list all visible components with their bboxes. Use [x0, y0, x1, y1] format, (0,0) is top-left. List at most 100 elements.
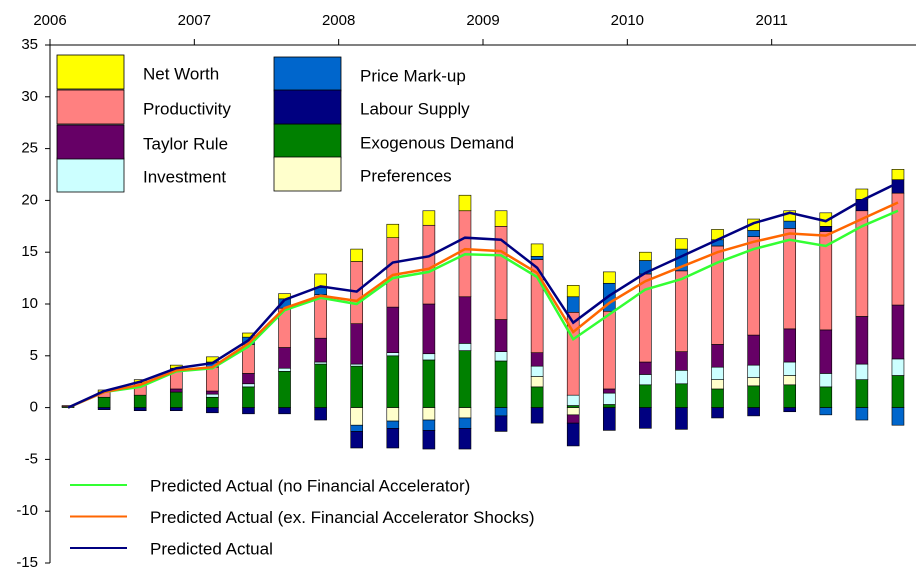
bar-segment — [891, 179, 905, 194]
bar-segment — [314, 294, 327, 339]
bar-segment — [206, 366, 219, 392]
bar-segment — [747, 364, 760, 378]
bar-segment — [711, 366, 724, 380]
bar-segment — [422, 353, 436, 361]
bar-segment — [242, 383, 255, 388]
bar-segment — [242, 373, 255, 385]
bar-segment — [458, 296, 472, 344]
bar-segment — [530, 243, 544, 257]
bar-segment — [494, 360, 508, 408]
bar-segment — [566, 394, 580, 406]
bar-segment — [602, 404, 616, 408]
bar-segment — [422, 359, 436, 408]
bar-segment — [566, 405, 580, 408]
bar-segment — [386, 407, 400, 422]
bar-segment — [566, 422, 580, 447]
legend-label: Preferences — [360, 166, 452, 185]
bar-segment — [97, 396, 111, 408]
bar-segment — [891, 407, 905, 426]
bar-segment — [494, 415, 508, 432]
legend-label: Exogenous Demand — [360, 133, 514, 152]
bar-segment — [458, 407, 472, 419]
y-tick-label: 15 — [21, 243, 38, 260]
bar-segment — [783, 361, 797, 376]
bar-segment — [206, 407, 219, 414]
bar-segment — [386, 306, 400, 353]
bar-segment — [206, 390, 219, 395]
bar-segment — [675, 238, 688, 250]
bar-segment — [711, 407, 724, 419]
line-series — [67, 181, 899, 409]
bar-segment — [350, 431, 364, 449]
x-tick-label: 2009 — [466, 12, 499, 29]
bar-segment — [891, 169, 905, 180]
bar-segment — [819, 386, 833, 408]
bar-segment — [278, 371, 291, 408]
y-tick-label: -10 — [16, 502, 38, 519]
bar-segment — [278, 367, 291, 372]
bar-segment — [422, 419, 436, 431]
legend-swatch — [273, 89, 342, 125]
legend-label: Predicted Actual — [150, 539, 273, 558]
y-tick-label: 10 — [21, 295, 38, 312]
bar-segment — [639, 374, 652, 386]
bar-segment — [747, 334, 760, 366]
bar-segment — [602, 388, 616, 394]
legend-swatch — [56, 157, 125, 193]
bar-segment — [422, 303, 436, 355]
bar-segment — [711, 344, 724, 368]
bar-segment — [855, 379, 869, 408]
bar-segment — [386, 352, 400, 357]
bar-segment — [350, 363, 364, 367]
bar-segment — [566, 414, 580, 424]
bar-segment — [747, 407, 760, 417]
x-tick-label: 2011 — [756, 12, 788, 29]
bar-segment — [350, 424, 364, 432]
bar-segment — [783, 407, 797, 413]
legend-swatch — [273, 156, 342, 192]
bar-segment — [530, 352, 544, 367]
bar-segment — [602, 271, 616, 284]
line-series — [67, 201, 899, 409]
bar-segment — [530, 256, 544, 260]
bar-segment — [566, 296, 580, 313]
bar-segment — [602, 310, 616, 390]
bar-segment — [458, 343, 472, 351]
bar-segment — [350, 407, 364, 426]
bar-segment — [422, 210, 436, 226]
bar-segment — [747, 230, 760, 237]
bar-segment — [458, 417, 472, 429]
bar-segment — [855, 407, 869, 421]
legend-swatch — [273, 123, 342, 159]
y-tick-label: 0 — [30, 399, 38, 416]
bar-segment — [169, 388, 183, 393]
bar-segment — [422, 224, 436, 305]
bar-segment — [133, 407, 147, 412]
bar-segment — [783, 228, 797, 330]
bar-segment — [169, 391, 183, 408]
bar-segment — [891, 358, 905, 376]
bar-segment — [675, 351, 688, 371]
legend-label: Investment — [143, 167, 226, 186]
y-tick-label: -5 — [25, 450, 38, 467]
legend-label: Predicted Actual (ex. Financial Accelera… — [150, 508, 535, 527]
legend-label: Productivity — [143, 99, 231, 118]
y-tick-label: 25 — [21, 140, 38, 157]
bar-segment — [783, 384, 797, 408]
legend-swatch — [56, 89, 125, 125]
bar-segment — [711, 379, 724, 390]
bar-segment — [458, 428, 472, 450]
bar-segment — [639, 407, 652, 429]
bar-segment — [242, 407, 255, 415]
bar-segment — [639, 251, 652, 261]
bar-segment — [855, 363, 869, 380]
bar-segment — [530, 386, 544, 408]
bar-segment — [278, 407, 291, 415]
legend-label: Taylor Rule — [143, 134, 228, 153]
x-tick-label: 2006 — [33, 12, 66, 29]
bar-segment — [819, 407, 833, 416]
legend-label: Price Mark-up — [360, 66, 466, 85]
legend-swatch — [56, 124, 125, 160]
bar-segment — [278, 347, 291, 369]
bar-segment — [566, 285, 580, 298]
